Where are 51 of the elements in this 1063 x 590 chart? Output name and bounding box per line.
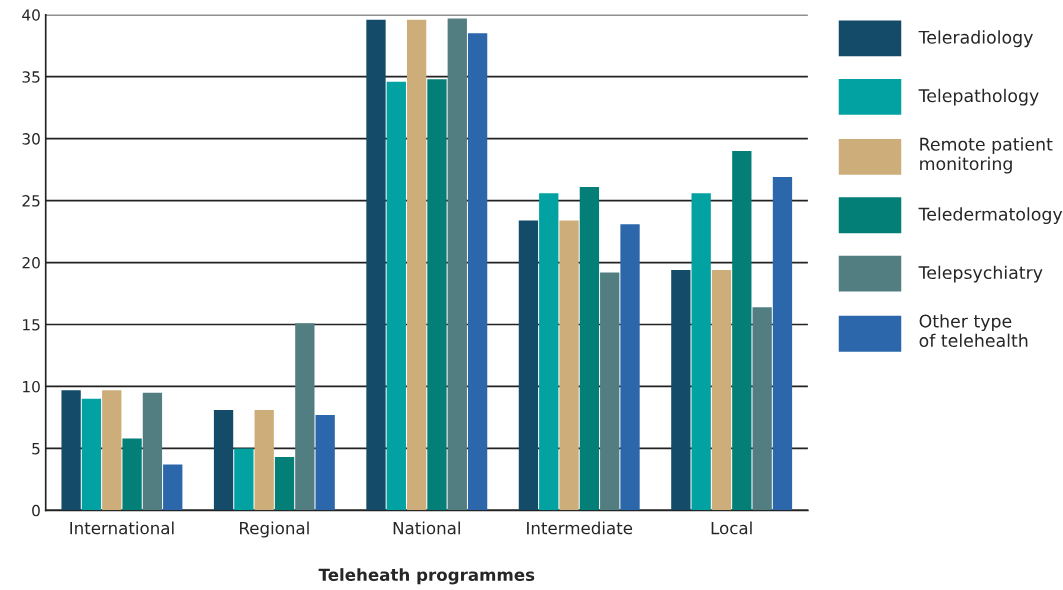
y-tick-label: 40	[22, 9, 40, 21]
bar	[752, 307, 772, 511]
bar	[163, 464, 183, 511]
bar	[81, 398, 102, 511]
bar	[600, 272, 620, 511]
bar	[467, 33, 488, 511]
bar	[386, 81, 406, 511]
legend-label: Teleradiology	[918, 30, 1033, 48]
bar	[620, 224, 640, 511]
bar	[213, 409, 234, 511]
bar	[772, 177, 793, 511]
bar	[234, 448, 254, 511]
bar	[142, 392, 163, 511]
bar	[61, 390, 81, 511]
x-tick-label: Intermediate	[527, 521, 633, 535]
legend-label: Teledermatology	[918, 207, 1063, 225]
bar	[254, 409, 274, 511]
legend-label: Remote patient monitoring	[920, 137, 1053, 174]
bar	[671, 269, 691, 511]
y-tick-label: 25	[22, 195, 40, 207]
x-tick-label: International	[70, 521, 174, 535]
bar	[539, 193, 559, 511]
bar	[691, 193, 711, 511]
bar	[732, 151, 752, 511]
bar	[295, 323, 315, 511]
legend-label: Telepsychiatry	[918, 265, 1043, 283]
bar	[366, 19, 386, 511]
bar	[427, 79, 447, 511]
y-tick-label: 35	[22, 71, 40, 83]
bar	[274, 457, 295, 511]
y-tick-label: 20	[22, 257, 40, 269]
x-tick-label: National	[393, 521, 460, 535]
y-tick-label: 30	[22, 133, 40, 145]
x-axis-title: Teleheath programmes	[318, 568, 535, 585]
bar	[447, 18, 467, 511]
bar	[559, 220, 579, 511]
bar	[315, 414, 335, 511]
bar	[518, 220, 539, 511]
x-tick-label: Local	[711, 521, 752, 535]
legend-label: Other type of telehealth	[919, 314, 1028, 348]
y-tick-label: 0	[32, 504, 40, 517]
bar	[406, 19, 427, 511]
bar	[102, 390, 122, 511]
bar	[711, 269, 732, 511]
y-tick-label: 5	[32, 443, 40, 455]
y-tick-label: 10	[23, 380, 40, 393]
legend-label: Telepathology	[918, 88, 1039, 106]
y-tick-label: 15	[23, 319, 40, 331]
bar	[122, 438, 142, 511]
x-tick-label: Regional	[240, 521, 309, 538]
bar	[579, 186, 600, 511]
